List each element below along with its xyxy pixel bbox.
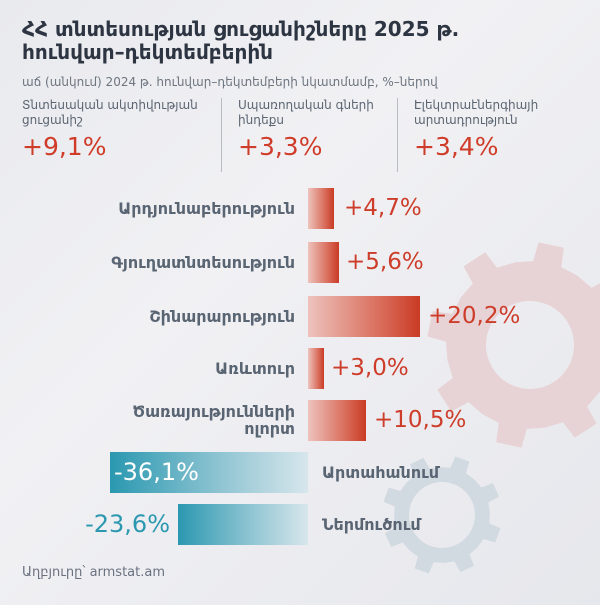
- value-services: +10,5%: [374, 407, 467, 433]
- bar-agriculture: [308, 242, 339, 283]
- row-label-line1: Ծառայությունների: [132, 402, 295, 421]
- divider: [397, 98, 398, 172]
- kpi-strip: Տնտեսական ակտիվության ցուցանիշ +9,1% Սպա…: [22, 98, 600, 172]
- row-label-line2: ոլորտ: [244, 419, 295, 438]
- row-label-industry: Արդյունաբերություն: [118, 199, 295, 218]
- row-label-imports: Ներմուծում: [322, 515, 421, 534]
- bar-exports: -36,1%: [110, 452, 308, 493]
- value-construction: +20,2%: [428, 303, 521, 329]
- value-imports: -23,6%: [85, 510, 170, 538]
- source-note: Աղբյուրը՝ armstat.am: [22, 565, 166, 580]
- subtitle: աճ (անկում) 2024 թ. հունվար–դեկտեմբերի ն…: [22, 75, 438, 89]
- kpi-label: Սպառողական գների ինդեքս: [238, 98, 374, 127]
- bar-trade: [308, 348, 324, 389]
- row-label-services: Ծառայությունների ոլորտ: [40, 403, 295, 437]
- row-label-trade: Առևտուր: [215, 359, 295, 378]
- value-industry: +4,7%: [344, 195, 422, 221]
- kpi-value: +3,4%: [414, 132, 499, 161]
- bar-services: [308, 400, 366, 441]
- kpi-electricity-production: Էլեկտրաէներգիայի արտադրություն +3,4%: [414, 98, 594, 172]
- value-exports: -36,1%: [114, 458, 199, 486]
- kpi-value: +3,3%: [238, 132, 323, 161]
- page-title: ՀՀ տնտեսության ցուցանիշները 2025 թ. հուն…: [22, 17, 460, 64]
- bar-construction: [308, 296, 420, 337]
- value-trade: +3,0%: [331, 355, 409, 381]
- value-agriculture: +5,6%: [346, 249, 424, 275]
- divider: [221, 98, 222, 172]
- kpi-label: Տնտեսական ակտիվության ցուցանիշ: [22, 98, 198, 127]
- row-label-agriculture: Գյուղատնտեսություն: [111, 253, 295, 272]
- row-label-construction: Շինարարություն: [149, 307, 295, 326]
- kpi-consumer-price-index: Սպառողական գների ինդեքս +3,3%: [238, 98, 398, 172]
- kpi-economic-activity: Տնտեսական ակտիվության ցուցանիշ +9,1%: [22, 98, 212, 172]
- row-label-exports: Արտահանում: [322, 463, 440, 482]
- bar-imports: [178, 504, 308, 545]
- bar-industry: [308, 188, 334, 229]
- kpi-value: +9,1%: [22, 132, 107, 161]
- kpi-label: Էլեկտրաէներգիայի արտադրություն: [414, 98, 539, 127]
